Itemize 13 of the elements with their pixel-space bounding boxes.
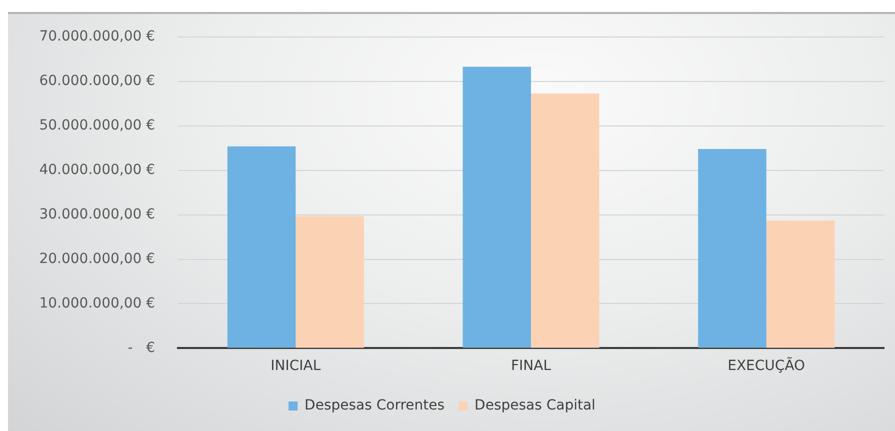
y-tick-label: 60.000.000,00 € — [39, 73, 155, 90]
y-tick-label: 70.000.000,00 € — [39, 28, 155, 45]
y-tick-label: 30.000.000,00 € — [39, 206, 155, 222]
y-tick-label: 40.000.000,00 € — [39, 162, 155, 178]
y-tick-label: - € — [128, 340, 155, 356]
legend-label: Despesas Correntes — [304, 398, 445, 414]
x-tick-label: INICIAL — [270, 358, 321, 374]
x-tick-label: FINAL — [510, 358, 552, 374]
x-tick-label: EXECUÇÃO — [728, 357, 806, 374]
y-tick-label: 50.000.000,00 € — [39, 118, 155, 134]
y-tick-label: 10.000.000,00 € — [39, 295, 155, 312]
legend-label: Despesas Capital — [474, 398, 596, 414]
y-tick-label: 20.000.000,00 € — [39, 250, 155, 267]
